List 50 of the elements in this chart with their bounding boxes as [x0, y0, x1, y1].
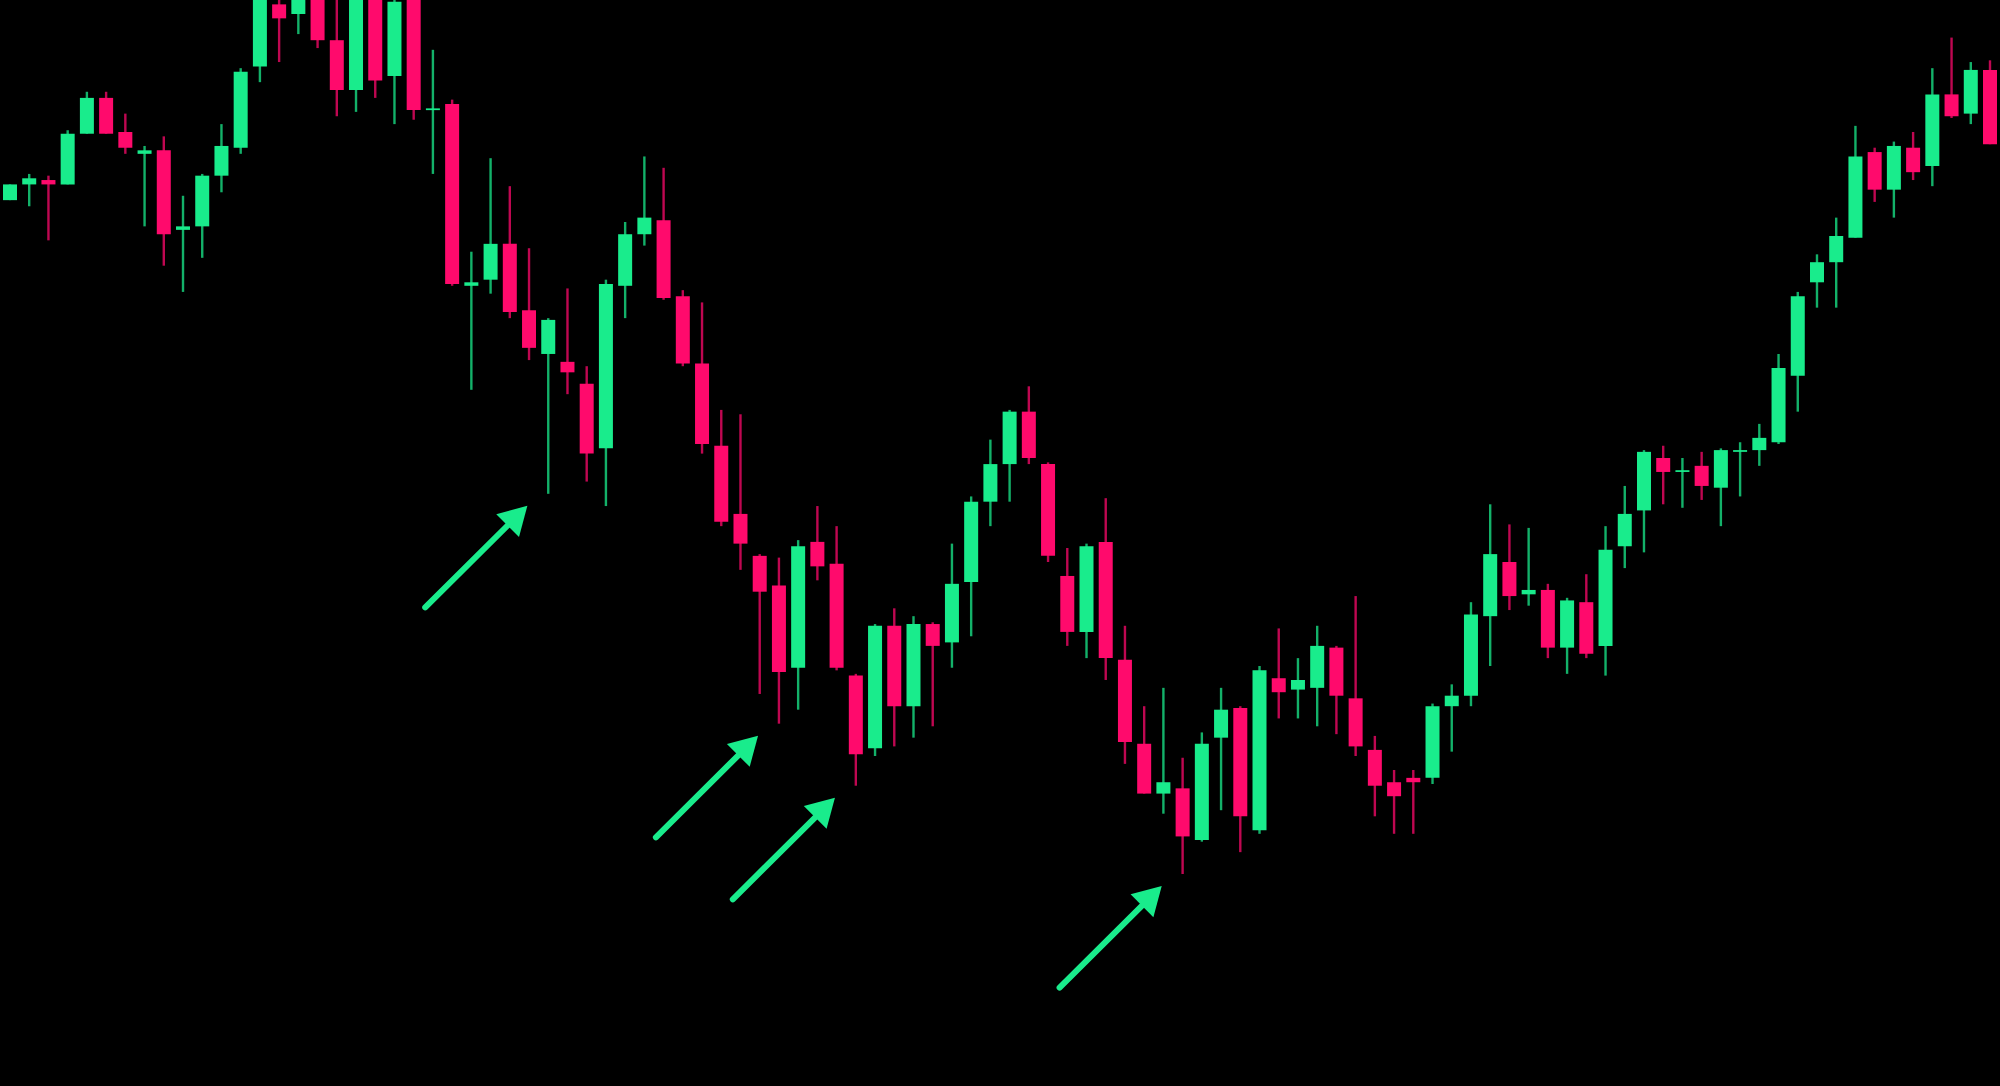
candlestick	[1444, 683, 1459, 753]
candlestick	[22, 172, 37, 208]
candlestick	[1021, 385, 1036, 466]
candlestick	[1502, 523, 1517, 612]
candlestick	[1829, 216, 1844, 309]
candlestick	[41, 174, 56, 242]
candlestick	[1310, 624, 1325, 728]
candlestick	[541, 316, 556, 496]
candlestick	[1214, 686, 1229, 812]
candlestick	[1867, 146, 1882, 204]
candlestick	[1271, 627, 1286, 720]
candlestick	[1733, 441, 1748, 498]
candlestick	[522, 247, 537, 362]
candlestick	[1713, 447, 1728, 528]
candlestick	[983, 438, 998, 528]
candlestick	[79, 90, 94, 135]
candlestick	[1809, 253, 1824, 309]
candlestick	[810, 504, 825, 582]
candlestick	[214, 122, 229, 194]
candlestick	[560, 287, 575, 396]
candlestick	[925, 621, 940, 728]
candlestick	[1694, 450, 1709, 502]
candlestick	[733, 413, 748, 572]
candlestick	[1752, 422, 1767, 468]
candlestick	[1617, 484, 1632, 570]
candlestick	[1290, 656, 1305, 720]
candlestick	[464, 250, 479, 391]
candlestick	[118, 112, 133, 156]
candlestick	[1963, 60, 1978, 126]
candlestick	[1521, 526, 1536, 607]
candlestick	[1406, 768, 1421, 835]
candlestick	[425, 48, 440, 176]
candlestick	[272, 0, 287, 64]
candlestick	[1367, 734, 1382, 818]
candlestick	[1906, 130, 1921, 182]
candlestick	[137, 144, 152, 228]
candlestick	[752, 552, 767, 696]
candlestick	[1156, 686, 1171, 815]
candlestick	[483, 156, 498, 295]
candlestick	[1560, 596, 1575, 676]
candlestick	[637, 155, 652, 247]
candlestick	[1886, 140, 1901, 219]
candlestick	[310, 0, 325, 50]
candlestick	[1656, 444, 1671, 506]
candlestick	[1675, 456, 1690, 509]
candlestick	[291, 0, 306, 36]
candlestick	[176, 194, 191, 294]
candlestick	[1944, 36, 1959, 120]
candlestick	[1387, 768, 1402, 835]
candlestick	[99, 90, 114, 135]
